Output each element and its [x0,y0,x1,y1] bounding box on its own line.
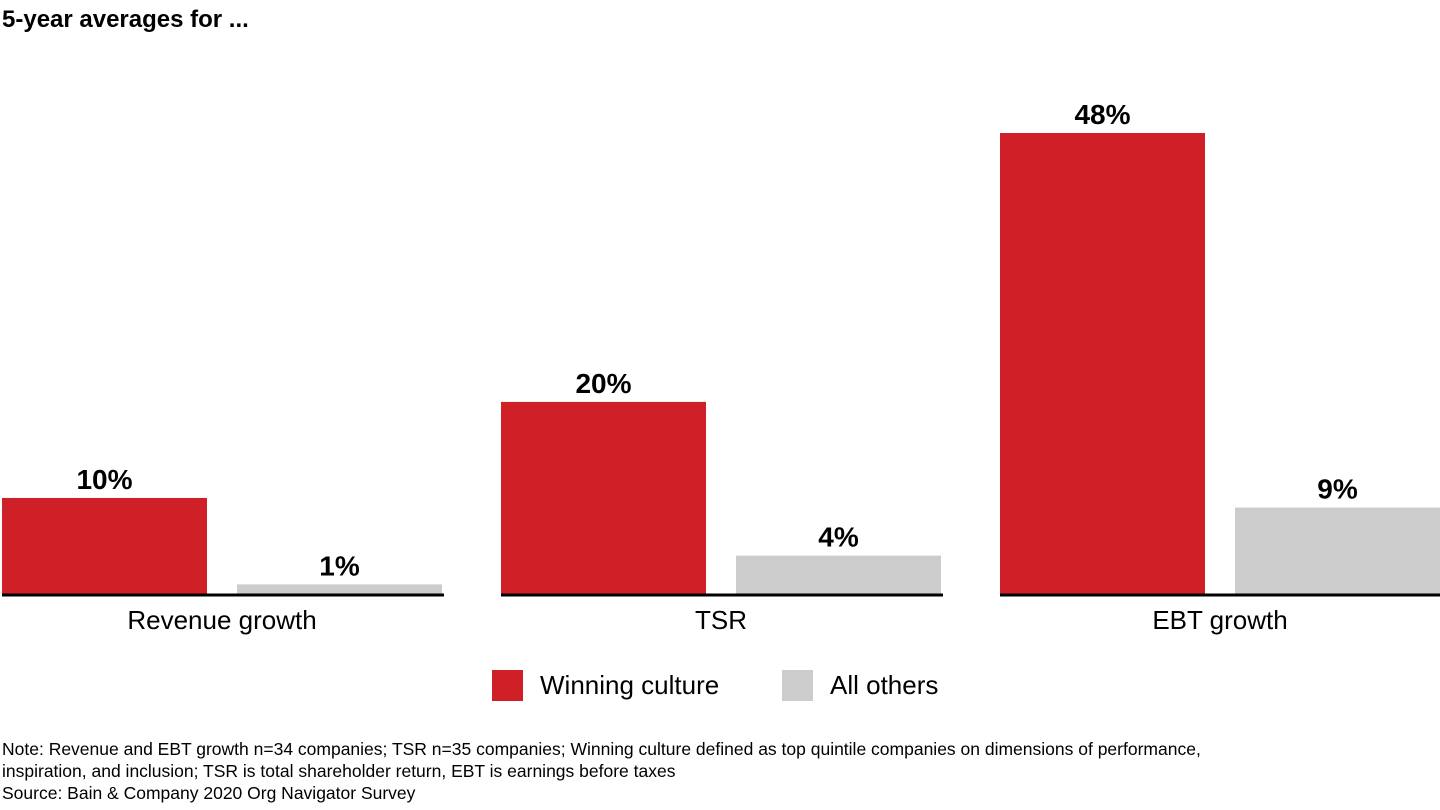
legend-label-winning-culture: Winning culture [540,670,719,700]
category-label-1: TSR [695,605,747,635]
chart-title: 5-year averages for ... [2,6,249,33]
bar-winning-culture-1 [501,401,706,594]
source-line: Source: Bain & Company 2020 Org Navigato… [2,783,416,803]
note-line-2: inspiration, and inclusion; TSR is total… [2,761,676,781]
legend-label-all-others: All others [830,670,938,700]
bar-winning-culture-0 [2,497,207,594]
legend-swatch-all-others [782,670,813,701]
category-label-2: EBT growth [1152,605,1287,635]
bars-layer [2,133,1440,594]
data-label-winning-culture-0: 10% [76,464,132,495]
bar-all-others-0 [237,584,442,594]
bar-winning-culture-2 [1000,133,1205,594]
note-line-1: Note: Revenue and EBT growth n=34 compan… [2,739,1201,759]
data-label-all-others-1: 4% [818,522,859,553]
bar-chart: 10% 1% 20% 4% 48% 9% Revenue growth TSR EBT gro… [2,99,1440,701]
footnote: Note: Revenue and EBT growth n=34 compan… [2,738,1438,804]
bar-all-others-1 [736,555,941,594]
legend: Winning culture All others [492,670,938,701]
legend-swatch-winning-culture [492,670,523,701]
data-label-all-others-2: 9% [1317,474,1358,505]
data-label-winning-culture-2: 48% [1074,99,1130,130]
bar-all-others-2 [1235,507,1440,594]
data-label-winning-culture-1: 20% [575,368,631,399]
category-label-0: Revenue growth [127,605,316,635]
category-labels: Revenue growth TSR EBT growth [127,605,1287,635]
data-label-all-others-0: 1% [319,550,360,581]
labels-layer: 10% 1% 20% 4% 48% 9% [76,99,1357,581]
